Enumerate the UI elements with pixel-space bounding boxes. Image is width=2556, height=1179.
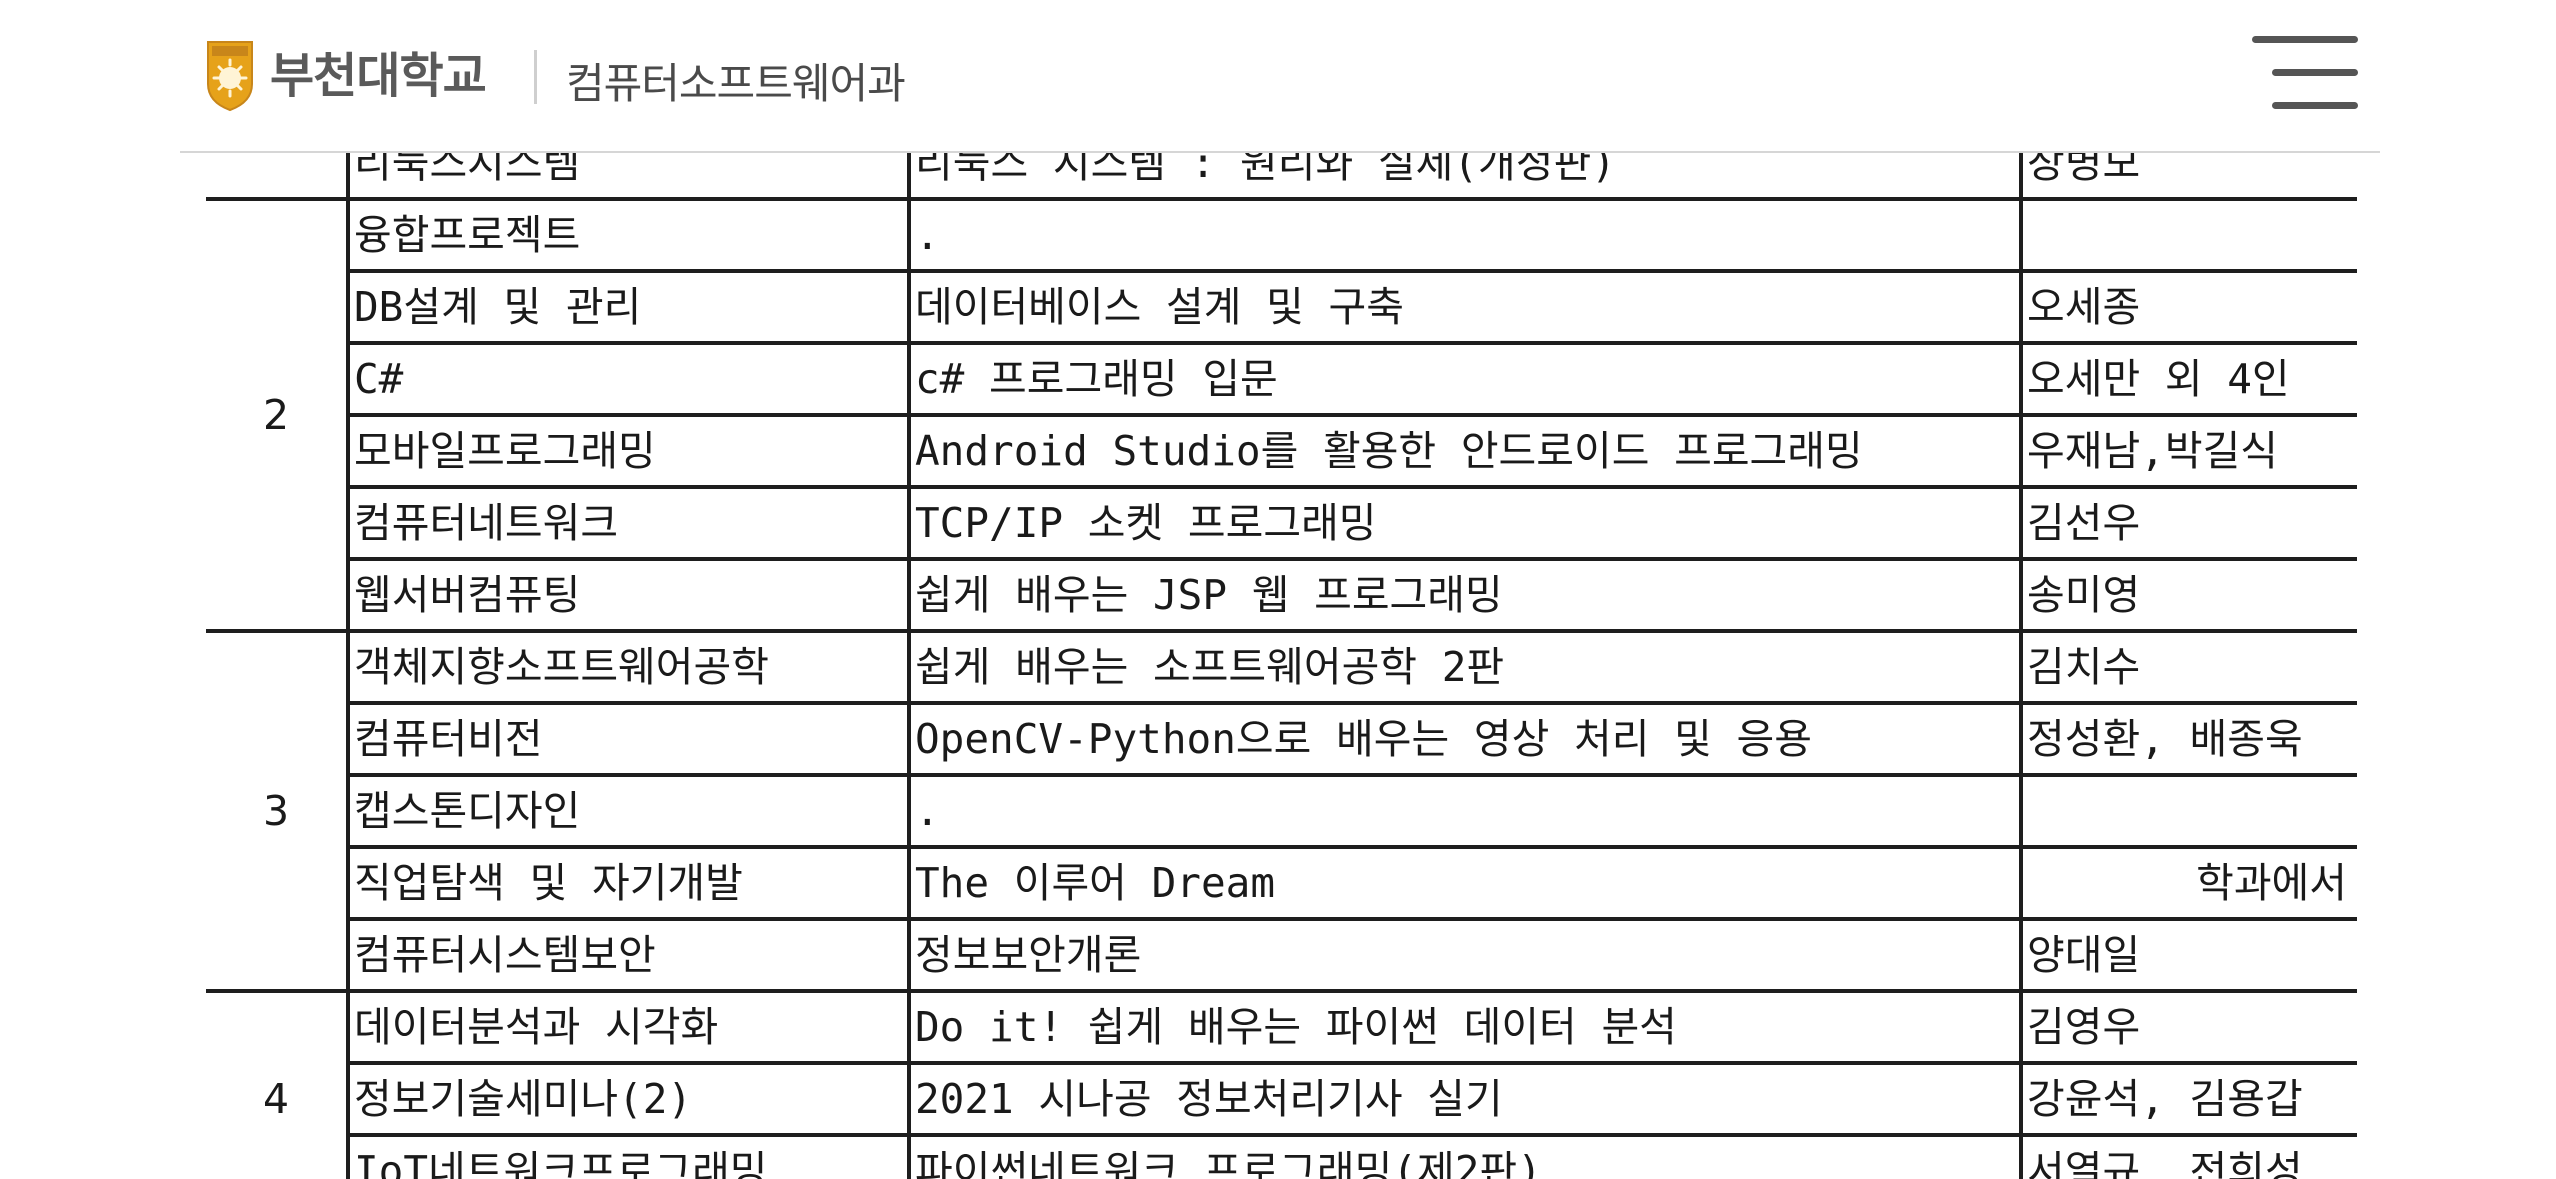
table-row: 2 융합프로젝트. [206,197,2357,633]
header-divider [534,50,537,104]
table-row: IoT네트워크프로그래밍 파이썬네트워크 프로그래밍(제2판) 서열규, 전희성 [206,1133,2357,1179]
author-cell: 오세만 외 4인 [2019,341,2357,417]
table-row: 4 데이터분석과 시각화 Do it! 쉽게 배우는 파이썬 데이터 분석 김영우 [206,989,2357,1179]
textbook-cell: . [907,197,2021,273]
author-cell: 양대일 [2019,917,2357,993]
textbook-cell: OpenCV-Python으로 배우는 영상 처리 및 응용 [907,701,2021,777]
table-row: 컴퓨터시스템보안 정보보안개론 양대일 [206,917,2357,993]
hamburger-menu-icon[interactable] [2252,34,2358,112]
author-cell: 김치수 [2019,629,2357,705]
subject-cell: 모바일프로그래밍 [346,413,909,489]
table-row: 캡스톤디자인. [206,773,2357,849]
textbook-cell: 데이터베이스 설계 및 구축 [907,269,2021,345]
textbook-cell: 쉽게 배우는 JSP 웹 프로그래밍 [907,557,2021,633]
textbook-cell: TCP/IP 소켓 프로그래밍 [907,485,2021,561]
author-cell [2019,197,2357,273]
author-cell: 우재남,박길식 [2019,413,2357,489]
menu-line [2272,102,2358,109]
site-header: 부천대학교 컴퓨터소프트웨어과 [0,0,2556,153]
author-cell: 오세종 [2019,269,2357,345]
table-row: 직업탐색 및 자기개발 The 이루어 Dream 학과에서 [206,845,2357,921]
author-cell: 강윤석, 김용갑 [2019,1061,2357,1137]
menu-line [2272,69,2358,76]
subject-cell: 컴퓨터비전 [346,701,909,777]
subject-cell: 객체지향소프트웨어공학 [346,629,909,705]
author-cell: 정성환, 배종욱 [2019,701,2357,777]
textbook-cell: c# 프로그래밍 입문 [907,341,2021,417]
textbook-cell: The 이루어 Dream [907,845,2021,921]
subject-cell: 캡스톤디자인 [346,773,909,849]
university-name[interactable]: 부천대학교 [270,48,487,104]
textbook-cell: 정보보안개론 [907,917,2021,993]
table-row: C# c# 프로그래밍 입문 오세만 외 4인 [206,341,2357,417]
author-cell: 김선우 [2019,485,2357,561]
author-cell: 송미영 [2019,557,2357,633]
table-row: 웹서버컴퓨팅 쉽게 배우는 JSP 웹 프로그래밍 송미영 [206,557,2357,633]
textbook-cell: . [907,773,2021,849]
author-cell: 서열규, 전희성 [2019,1133,2357,1179]
textbook-table-body: 리눅스시스템 리눅스 시스템 : 원리와 실제(개정판) 장병모 2 융합프로젝트. DB… [206,125,2357,1179]
header-bottom-rule [180,151,2380,153]
grade-cell: 2 [206,197,348,633]
author-cell: 학과에서 [2019,845,2357,921]
textbook-cell: 2021 시나공 정보처리기사 실기 [907,1061,2021,1137]
subject-cell: 데이터분석과 시각화 [346,989,909,1065]
subject-cell: 컴퓨터시스템보안 [346,917,909,993]
grade-cell: 4 [206,989,348,1179]
subject-cell: 직업탐색 및 자기개발 [346,845,909,921]
university-emblem-icon[interactable] [204,38,256,112]
table-row: 컴퓨터비전 OpenCV-Python으로 배우는 영상 처리 및 응용 정성환, … [206,701,2357,777]
subject-cell: C# [346,341,909,417]
author-cell: 김영우 [2019,989,2357,1065]
subject-cell: 융합프로젝트 [346,197,909,273]
textbook-cell: 쉽게 배우는 소프트웨어공학 2판 [907,629,2021,705]
textbook-cell: Do it! 쉽게 배우는 파이썬 데이터 분석 [907,989,2021,1065]
table-row: 정보기술세미나(2) 2021 시나공 정보처리기사 실기 강윤석, 김용갑 [206,1061,2357,1137]
subject-cell: 컴퓨터네트워크 [346,485,909,561]
textbook-cell: 파이썬네트워크 프로그래밍(제2판) [907,1133,2021,1179]
table-row: 컴퓨터네트워크 TCP/IP 소켓 프로그래밍 김선우 [206,485,2357,561]
table-row: 3 객체지향소프트웨어공학 쉽게 배우는 소프트웨어공학 2판 김치수 [206,629,2357,993]
subject-cell: IoT네트워크프로그래밍 [346,1133,909,1179]
textbook-table: 리눅스시스템 리눅스 시스템 : 원리와 실제(개정판) 장병모 2 융합프로젝트. DB… [206,125,2357,1179]
subject-cell: 정보기술세미나(2) [346,1061,909,1137]
table-row: DB설계 및 관리 데이터베이스 설계 및 구축 오세종 [206,269,2357,345]
author-cell [2019,773,2357,849]
menu-line [2252,36,2358,43]
department-name[interactable]: 컴퓨터소프트웨어과 [566,59,906,108]
grade-cell: 3 [206,629,348,993]
table-row: 모바일프로그래밍 Android Studio를 활용한 안드로이드 프로그래밍 우… [206,413,2357,489]
subject-cell: 웹서버컴퓨팅 [346,557,909,633]
subject-cell: DB설계 및 관리 [346,269,909,345]
textbook-cell: Android Studio를 활용한 안드로이드 프로그래밍 [907,413,2021,489]
